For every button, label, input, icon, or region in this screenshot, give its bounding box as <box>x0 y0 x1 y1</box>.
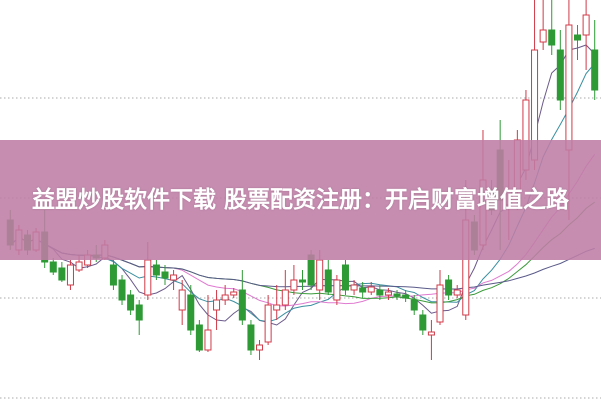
candle-up <box>178 289 186 311</box>
candle-down <box>298 279 307 283</box>
candle-down <box>152 264 160 276</box>
candle-down <box>376 289 384 296</box>
candle-down <box>324 269 332 293</box>
candle-up <box>281 289 289 306</box>
candle-up <box>213 299 221 311</box>
candle-up <box>273 304 281 311</box>
candle-up <box>316 259 324 291</box>
candle-down <box>556 49 564 101</box>
candle-down <box>118 279 126 301</box>
candle-down <box>135 304 143 321</box>
candle-up <box>230 291 238 296</box>
candle-down <box>574 34 582 41</box>
candle-up <box>367 286 375 293</box>
candle-down <box>49 261 57 273</box>
article-title: 益盟炒股软件下载 股票配资注册：开启财富增值之路 <box>31 187 569 213</box>
candle-down <box>247 324 255 351</box>
candle-down <box>445 279 453 296</box>
candle-up <box>436 284 444 323</box>
candle-down <box>410 299 418 311</box>
candle-up <box>582 14 590 36</box>
candle-up <box>539 29 547 43</box>
candle-up <box>350 284 358 291</box>
candle-up <box>66 264 74 286</box>
candle-up <box>170 274 178 281</box>
candle-up <box>256 344 264 351</box>
candle-down <box>591 49 599 91</box>
candle-up <box>453 289 461 296</box>
candle-down <box>359 287 367 293</box>
candle-up <box>264 304 272 343</box>
candle-down <box>187 294 195 331</box>
candle-down <box>419 314 427 331</box>
candle-down <box>161 271 169 279</box>
candle-up <box>144 259 152 296</box>
candle-up <box>75 261 83 271</box>
candle-down <box>548 29 556 46</box>
candle-down <box>58 267 66 281</box>
candle-down <box>109 264 117 286</box>
title-banner: 益盟炒股软件下载 股票配资注册：开启财富增值之路 <box>0 140 601 260</box>
candle-up <box>290 279 298 291</box>
candle-up <box>384 291 392 296</box>
candle-down <box>195 324 203 351</box>
candle-down <box>341 264 349 291</box>
candle-down <box>127 294 135 311</box>
candle-up <box>427 331 435 336</box>
candle-down <box>402 294 410 299</box>
candle-up <box>204 329 212 351</box>
candle-down <box>238 289 246 321</box>
candle-up <box>565 24 573 151</box>
candle-up <box>333 279 341 301</box>
candle-up <box>221 294 229 301</box>
candle-down <box>393 293 401 297</box>
